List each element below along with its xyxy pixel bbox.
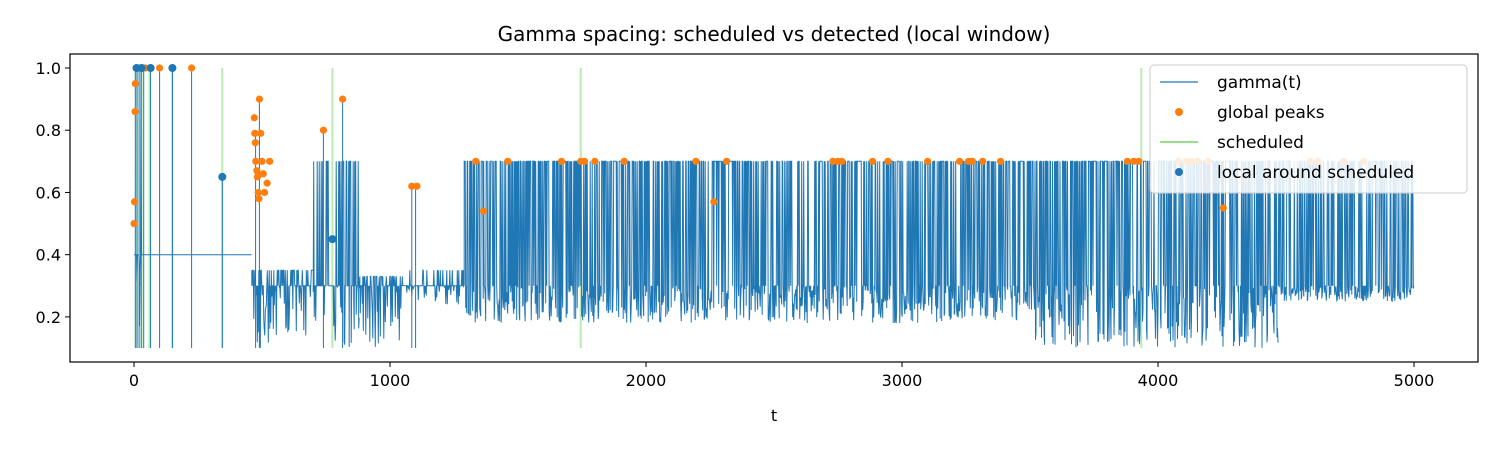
global-peak-point-12	[250, 114, 258, 122]
x-tick-label-2: 2000	[626, 371, 667, 390]
global-peak-point-20	[255, 95, 264, 103]
global-peak-point-29	[408, 182, 416, 190]
global-peak-point-14	[251, 139, 259, 147]
global-peak-point-2	[131, 107, 139, 116]
global-peak-point-26	[266, 157, 274, 165]
local-point-3	[168, 64, 177, 72]
global-peak-point-47	[924, 157, 932, 165]
legend-label-1: global peaks	[1217, 103, 1325, 123]
global-peak-point-3	[131, 79, 139, 88]
x-tick-label-0: 0	[129, 371, 139, 390]
local-point-5	[328, 235, 337, 244]
global-peak-point-51	[979, 157, 987, 165]
y-tick-label-0: 0.2	[36, 308, 61, 327]
global-peak-point-9	[156, 64, 164, 72]
chart-title: Gamma spacing: scheduled vs detected (lo…	[498, 22, 1051, 46]
global-peak-point-25	[263, 179, 271, 187]
global-peak-point-11	[188, 64, 196, 72]
global-peak-point-31	[472, 157, 480, 165]
global-peak-point-30	[413, 182, 421, 190]
local-point-2	[146, 64, 155, 72]
x-axis-label: t	[771, 406, 777, 425]
global-peak-point-32	[479, 207, 488, 215]
global-peak-point-1	[130, 198, 139, 206]
global-peak-point-23	[259, 170, 267, 178]
global-peak-point-18	[254, 188, 262, 197]
x-tick-label-5: 5000	[1394, 371, 1435, 390]
legend: gamma(t) global peaks scheduled local aroun…	[1149, 64, 1468, 194]
legend-label-3: local around scheduled	[1217, 163, 1414, 183]
global-peak-point-17	[253, 173, 261, 181]
axes-frame	[69, 53, 1479, 363]
global-peak-point-37	[591, 157, 599, 165]
legend-label-0: gamma(t)	[1217, 73, 1302, 93]
local-point-4	[218, 172, 227, 181]
legend-swatch-1	[1175, 108, 1183, 116]
y-tick-label-3: 0.8	[36, 121, 61, 140]
legend-label-2: scheduled	[1217, 133, 1304, 153]
global-peak-point-38	[620, 157, 628, 165]
x-axis: 0 1000 2000 3000 4000 5000	[129, 362, 1434, 390]
global-peak-point-44	[838, 157, 846, 165]
y-tick-label-1: 0.4	[36, 246, 61, 265]
global-peak-point-53	[1123, 157, 1131, 165]
global-peak-point-33	[504, 157, 512, 165]
x-tick-label-4: 4000	[1138, 371, 1179, 390]
global-peak-point-39	[692, 157, 700, 165]
y-axis: 0.2 0.4 0.6 0.8 1.0	[36, 59, 70, 327]
global-peak-point-42	[829, 157, 837, 165]
y-tick-label-4: 1.0	[36, 59, 61, 78]
global-peak-point-41	[723, 157, 731, 165]
global-peak-point-28	[339, 95, 347, 103]
x-tick-label-1: 1000	[370, 371, 411, 390]
global-peak-point-24	[260, 188, 269, 197]
global-peak-point-54	[1130, 157, 1138, 165]
legend-swatch-3	[1175, 168, 1183, 176]
global-peak-point-22	[258, 157, 266, 165]
y-tick-label-2: 0.6	[36, 183, 61, 202]
global-peak-point-48	[956, 157, 964, 165]
global-peak-point-46	[884, 157, 892, 165]
global-peak-point-52	[996, 157, 1005, 165]
local-point-1	[137, 64, 146, 72]
global-peak-point-36	[580, 157, 589, 165]
global-peak-point-27	[319, 126, 328, 134]
global-peak-point-50	[968, 157, 977, 165]
x-tick-label-3: 3000	[882, 371, 923, 390]
global-peak-point-55	[1135, 157, 1143, 165]
global-peak-point-13	[251, 129, 259, 137]
global-peak-point-21	[257, 129, 265, 137]
global-peak-point-40	[710, 198, 718, 206]
global-peak-point-45	[868, 157, 877, 165]
local-around-scheduled-series	[132, 64, 337, 244]
global-peak-point-34	[557, 157, 566, 165]
legend-box	[1149, 64, 1468, 194]
global-peak-point-61	[1219, 204, 1227, 212]
global-peak-point-19	[255, 195, 263, 203]
global-peak-point-16	[253, 167, 261, 175]
global-peak-point-15	[252, 157, 260, 165]
global-peak-point-0	[130, 219, 138, 228]
